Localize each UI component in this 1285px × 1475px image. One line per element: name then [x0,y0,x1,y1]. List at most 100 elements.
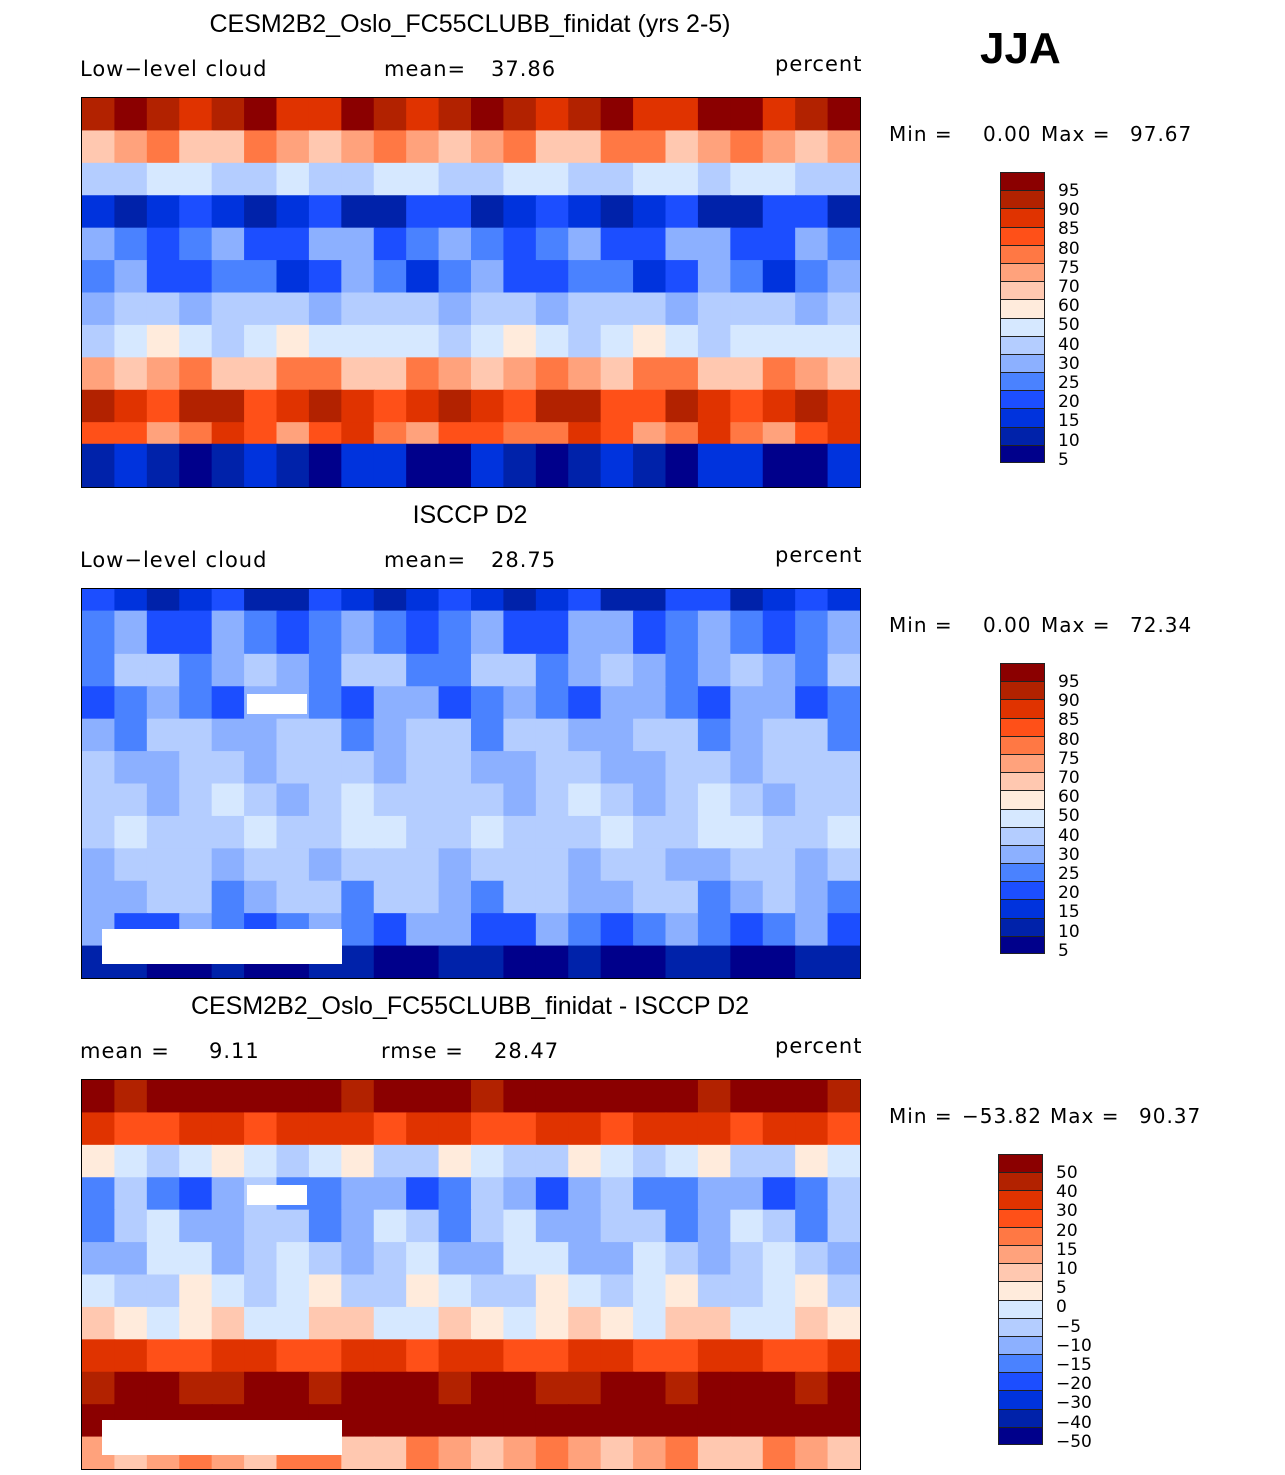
map-cell [114,1177,148,1211]
missing-data-region [247,1185,307,1205]
map-cell [276,880,310,915]
map-cell [535,292,570,326]
map-cell [341,1436,375,1469]
map-cell [373,1436,408,1469]
map-cell [114,686,148,720]
map-cell [827,783,860,817]
map-cell [600,324,635,359]
map-cell [244,1339,278,1373]
map-cell [568,945,602,978]
map-cell [762,1177,797,1211]
map-cell [697,357,732,391]
map-cell [503,913,537,947]
map-cell [341,718,375,753]
map-cell [568,718,602,753]
map-cell [341,357,375,391]
map-cell [795,1080,829,1114]
colorbar-box [1000,390,1045,409]
map-cell [503,751,537,785]
map-cell [535,260,570,294]
map-cell [535,1242,570,1276]
map-cell [276,389,310,424]
map-cell [665,1112,699,1146]
map-cell [406,422,440,445]
map-cell [503,848,537,882]
map-cell [827,1339,860,1373]
map-cell [373,783,408,817]
min-value: 0.00 [983,613,1032,637]
map-cell [373,1112,408,1146]
map-cell [665,783,699,817]
map-cell [697,1177,732,1211]
map-cell [665,357,699,391]
map-cell [276,751,310,785]
map-cell [308,195,343,229]
map-cell [373,227,408,262]
colorbar-label: 95 [1058,672,1080,692]
colorbar-box [998,1281,1043,1300]
map-cell [341,98,375,132]
map-cell [438,1371,472,1406]
map-cell [146,1209,181,1244]
map-cell [373,1339,408,1373]
colorbar-box [1000,172,1045,191]
missing-data-region [102,1420,342,1455]
map-cell [730,98,764,132]
map-cell [827,815,860,850]
map-cell [114,292,148,326]
map-cell [600,292,635,326]
map-cell [600,945,635,978]
map-cell [535,815,570,850]
map-cell [179,610,213,655]
map-cell [568,653,602,688]
colorbar-box [998,1226,1043,1245]
map-cell [438,718,472,753]
map-cell [665,1177,699,1211]
map-cell [276,1242,310,1276]
map-cell [179,1274,213,1308]
map-cell [535,1209,570,1244]
map-cell [503,292,537,326]
map-cell [762,195,797,229]
map-cell [633,1209,667,1244]
colorbar-box [998,1154,1043,1173]
map-cell [568,1177,602,1211]
map-cell [82,162,116,197]
map-cell [438,260,472,294]
map-cell [762,389,797,424]
map-cell [503,815,537,850]
map-cell [762,815,797,850]
map-cell [244,1242,278,1276]
map-cell [827,1242,860,1276]
map-cell [276,1144,310,1179]
map-cell [276,783,310,817]
map-cell [438,162,472,197]
map-cell [114,195,148,229]
map-cell [406,1080,440,1114]
map-cell [503,783,537,817]
map-cell [146,589,181,612]
map-cell [600,1339,635,1373]
map-cell [114,443,148,487]
map-cell [730,945,764,978]
map-cell [406,1242,440,1276]
map-cell [179,1371,213,1406]
map-cell [341,589,375,612]
map-cell [373,848,408,882]
map-cell [211,1080,246,1114]
map-cell [406,227,440,262]
map-cell [179,443,213,487]
map-cell [665,130,699,164]
colorbar-label: 80 [1058,238,1080,259]
map-cell [730,913,764,947]
map-cell [244,195,278,229]
map-cell [600,1144,635,1179]
map-cell [697,1112,732,1146]
map-cell [600,260,635,294]
map-cell [633,324,667,359]
map-cell [211,1339,246,1373]
map-cell [276,130,310,164]
map-cell [114,227,148,262]
map-cell [762,422,797,445]
map-cell [179,1339,213,1373]
